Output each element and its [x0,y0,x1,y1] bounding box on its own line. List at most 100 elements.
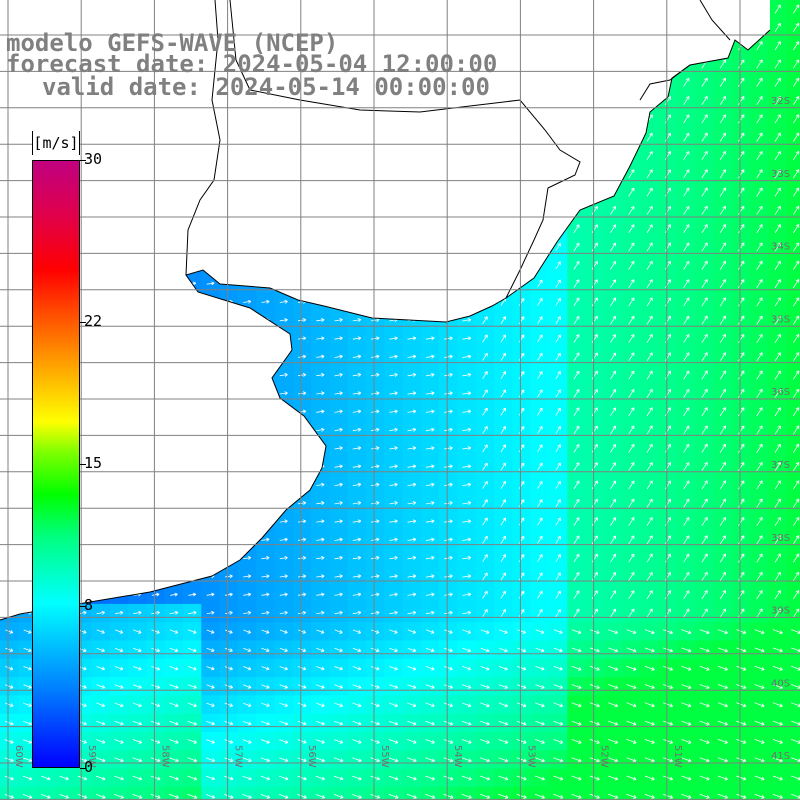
wind-arrow [736,757,747,763]
wind-arrow [537,462,543,471]
wind-arrow [444,482,453,487]
wind-cell [622,292,642,312]
wind-arrow [573,315,580,325]
wind-arrow [425,574,435,579]
wind-cell [695,146,715,166]
wind-arrow [462,482,472,487]
wind-arrow [717,647,728,653]
wind-arrow [169,739,179,744]
wind-arrow [756,279,763,289]
wind-arrow [206,739,215,744]
wind-cell [622,439,642,459]
wind-cell [786,512,800,532]
wind-arrow [333,775,344,781]
wind-arrow [389,501,398,506]
wind-arrow [23,647,32,653]
wind-arrow [555,407,561,416]
wind-cell [677,329,696,349]
wind-arrow [664,279,671,289]
wind-arrow [756,462,763,472]
wind-cell [750,512,770,532]
wind-cell [695,311,715,330]
wind-arrow [664,608,671,618]
wind-arrow [792,498,800,508]
wind-cell [585,329,605,349]
wind-arrow [719,242,726,252]
colorbar-tick-label: 15 [84,454,103,472]
wind-cell [732,109,751,129]
wind-arrow [644,720,655,726]
wind-arrow [646,169,653,179]
wind-arrow [352,647,362,653]
wind-arrow [792,150,800,161]
wind-arrow [738,590,745,600]
wind-cell [732,146,751,166]
wind-arrow [498,666,508,671]
wind-cell [786,91,800,111]
wind-cell [567,786,587,800]
wind-arrow [407,446,417,451]
wind-cell [786,750,800,770]
wind-arrow [96,684,106,689]
wind-cell [750,201,770,221]
wind-arrow [206,629,215,634]
wind-cell [695,256,715,276]
wind-arrow [681,720,692,726]
wind-arrow [352,757,362,763]
wind-cell [750,585,770,605]
wind-arrow [537,554,543,563]
wind-cell [677,347,696,367]
wind-cell [603,347,623,367]
wind-cell [732,73,751,93]
wind-cell [603,530,623,550]
wind-arrow [628,224,635,234]
wind-cell [786,128,800,147]
wind-arrow [316,684,325,689]
wind-arrow [663,702,674,708]
wind-cell [658,420,678,440]
wind-arrow [444,592,453,597]
wind-arrow [683,480,690,490]
wind-cell [640,347,660,367]
wind-cell [402,786,422,800]
wind-arrow [573,425,580,435]
wind-arrow [738,77,745,87]
wind-arrow [462,592,472,597]
wind-arrow [683,315,690,325]
wind-arrow [444,574,453,579]
wind-arrow [719,150,726,161]
wind-arrow [754,793,765,799]
wind-cell [786,237,800,257]
wind-arrow [663,793,674,799]
wind-arrow [555,462,561,471]
wind-arrow [389,666,398,671]
wind-arrow [407,501,417,506]
wind-arrow [407,555,417,560]
wind-cell [494,384,513,404]
wind-arrow [626,684,637,689]
lon-label: 54W [452,745,463,768]
wind-cell [530,475,550,495]
wind-arrow [573,242,580,252]
wind-cell [603,457,623,477]
wind-arrow [407,537,417,542]
wind-arrow [664,297,671,307]
wind-cell [786,311,800,330]
wind-cell [549,256,568,276]
wind-arrow [352,666,362,671]
wind-arrow [187,757,198,763]
wind-arrow [352,574,362,579]
wind-cell [311,786,330,800]
wind-arrow [169,684,179,689]
wind-arrow [462,555,472,560]
wind-arrow [664,114,671,124]
wind-arrow [334,647,343,653]
wind-cell [549,567,568,587]
wind-arrow [406,775,417,781]
wind-arrow [683,425,690,435]
wind-arrow [646,443,653,453]
wind-arrow [371,537,380,542]
wind-arrow [774,77,781,87]
wind-arrow [389,702,399,708]
